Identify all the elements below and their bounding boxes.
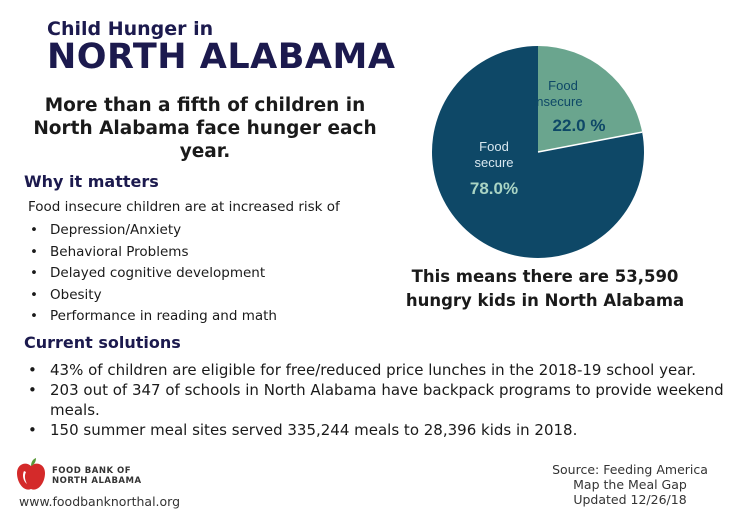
risk-item: Behavioral Problems — [30, 242, 277, 264]
solution-item: 150 summer meal sites served 335,244 mea… — [28, 420, 728, 440]
solutions-heading: Current solutions — [24, 333, 181, 352]
food-bank-name-line1: FOOD BANK OF — [52, 466, 132, 476]
hungry-kids-note: This means there are 53,590 hungry kids … — [405, 267, 685, 310]
pie-slice-food-insecure — [538, 46, 643, 152]
food-bank-name-line2: NORTH ALABAMA — [52, 476, 142, 486]
solution-item: 203 out of 347 of schools in North Alaba… — [28, 380, 728, 420]
risk-item: Delayed cognitive development — [30, 263, 277, 285]
source-line1: Source: Feeding America — [552, 462, 708, 477]
risk-item: Performance in reading and math — [30, 306, 277, 328]
insecure-label-line1: Food — [548, 78, 578, 93]
source-line3: Updated 12/26/18 — [573, 492, 687, 507]
food-bank-name: FOOD BANK OF NORTH ALABAMA — [52, 466, 152, 486]
risk-item: Obesity — [30, 285, 277, 307]
pie-chart: Food insecure 22.0 % Food secure 78.0% — [432, 46, 644, 258]
secure-label-line1: Food — [479, 139, 509, 154]
pie-slice-divider — [537, 131, 643, 153]
website-link[interactable]: www.foodbanknorthal.org — [19, 494, 181, 509]
why-intro: Food insecure children are at increased … — [28, 199, 340, 215]
source-note: Source: Feeding America Map the Meal Gap… — [520, 462, 740, 507]
apple-logo-icon — [17, 458, 45, 490]
secure-value-label: 78.0% — [470, 179, 518, 198]
source-line2: Map the Meal Gap — [573, 477, 687, 492]
risk-list: Depression/Anxiety Behavioral Problems D… — [30, 220, 277, 328]
insecure-value-label: 22.0 % — [553, 116, 606, 135]
headline: More than a fifth of children in North A… — [33, 95, 377, 162]
insecure-label-line2: insecure — [533, 94, 582, 109]
page-title: NORTH ALABAMA — [47, 37, 396, 77]
solution-item: 43% of children are eligible for free/re… — [28, 360, 728, 380]
why-heading: Why it matters — [24, 172, 159, 191]
risk-item: Depression/Anxiety — [30, 220, 277, 242]
solutions-list: 43% of children are eligible for free/re… — [28, 360, 728, 440]
title-small: Child Hunger in — [47, 18, 214, 40]
secure-label-line2: secure — [474, 155, 513, 170]
